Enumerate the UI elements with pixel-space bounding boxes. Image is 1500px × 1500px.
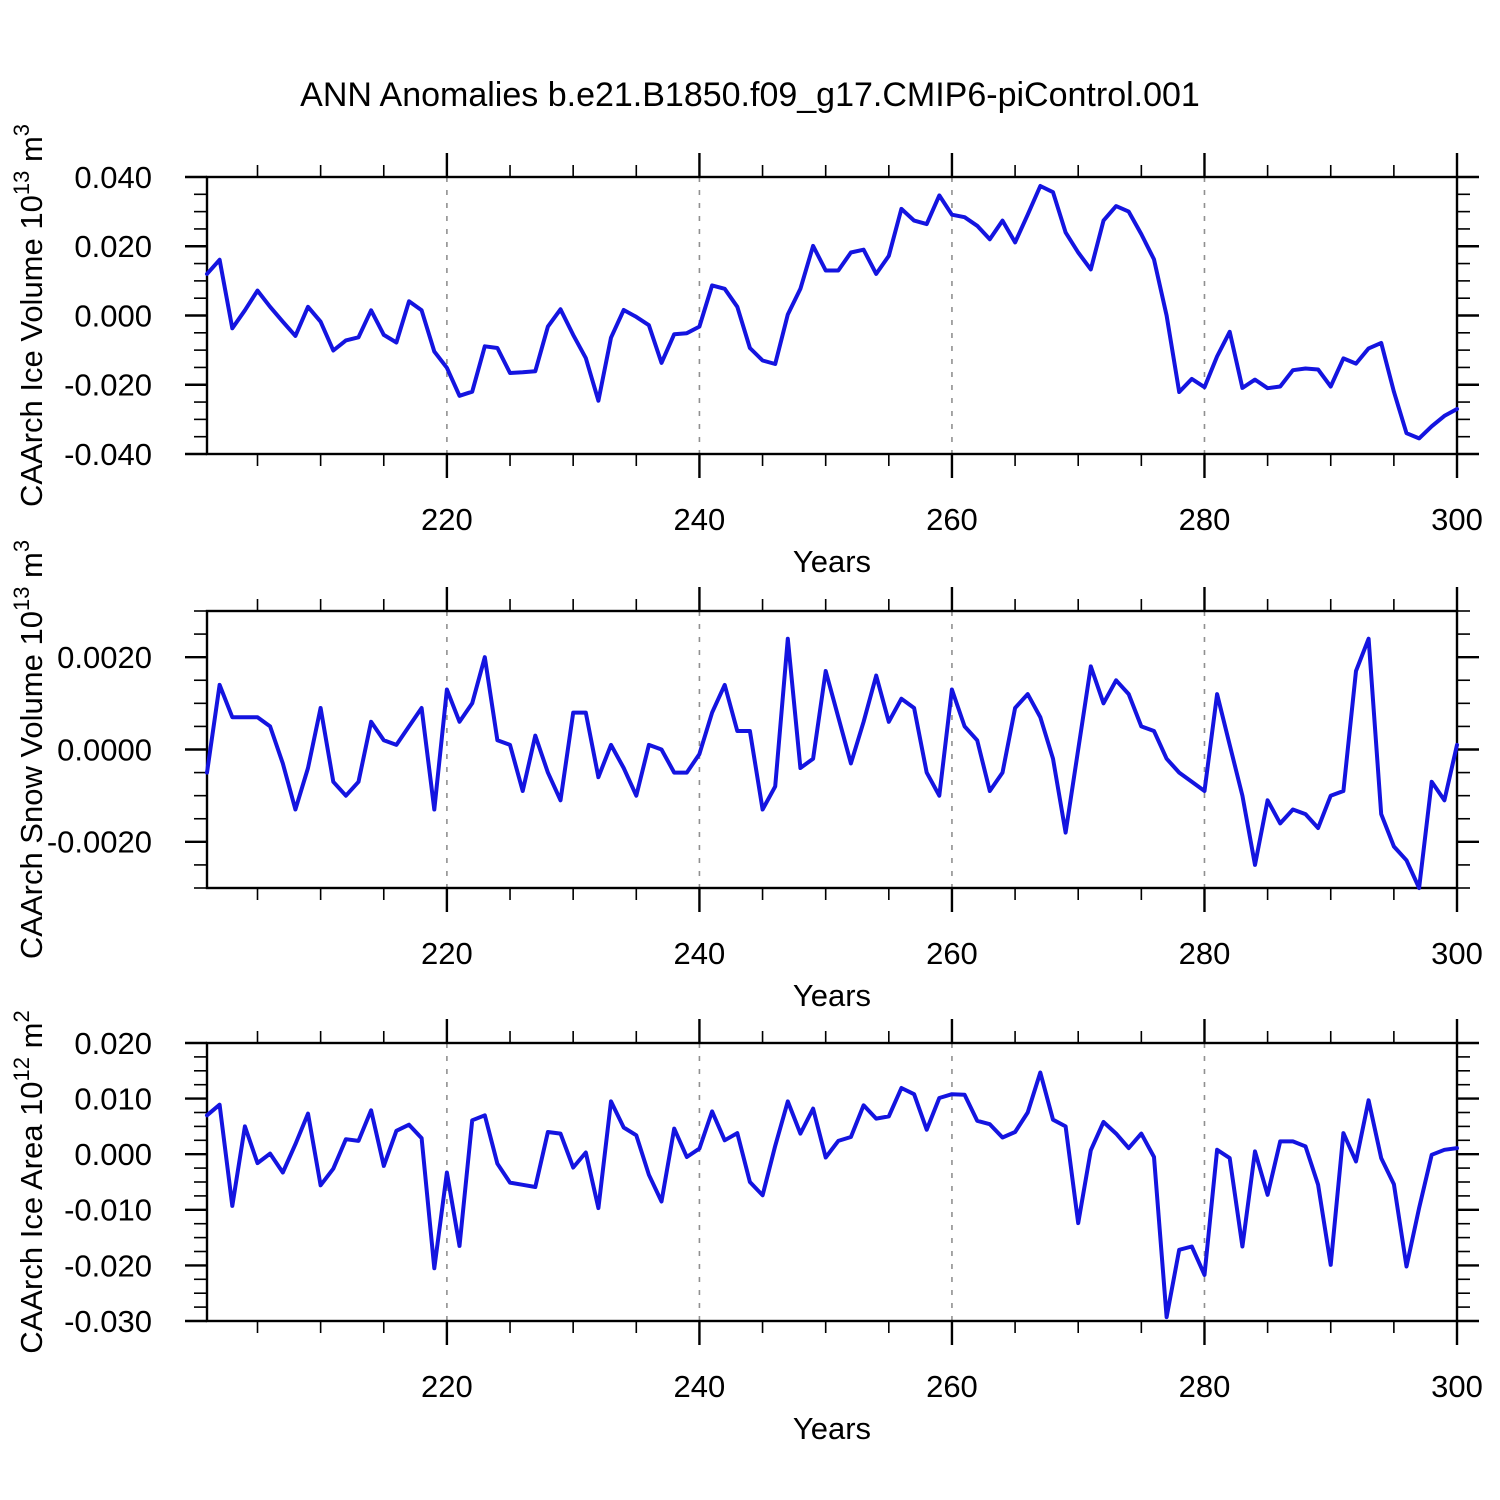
x-tick-label: 240	[674, 1369, 726, 1404]
figure-title: ANN Anomalies b.e21.B1850.f09_g17.CMIP6-…	[300, 76, 1200, 114]
x-tick-label: 220	[421, 502, 473, 537]
y-tick-label: -0.020	[64, 368, 152, 403]
x-tick-label: 240	[674, 936, 726, 971]
y-tick-label: -0.030	[64, 1304, 152, 1339]
x-tick-label: 280	[1179, 1369, 1231, 1404]
x-tick-label: 280	[1179, 936, 1231, 971]
y-tick-label: -0.0020	[47, 825, 152, 860]
plot-frame	[205, 175, 1459, 456]
y-tick-label: -0.020	[64, 1248, 152, 1283]
y-tick-label: 0.0020	[57, 640, 152, 675]
y-axis-title: CAArch Snow Volume 1013 m3	[9, 540, 49, 959]
x-tick-label: 260	[926, 936, 978, 971]
y-tick-label: 0.000	[74, 1137, 152, 1172]
x-tick-label: 260	[926, 502, 978, 537]
y-tick-label: 0.010	[74, 1081, 152, 1116]
panel-snow-volume: 220 240 260 280 300 Years -0.0020 0.0000 0.0020C…	[9, 540, 1483, 1013]
x-tick-label: 260	[926, 1369, 978, 1404]
y-tick-label: 0.020	[74, 229, 152, 264]
x-axis-title: Years	[793, 544, 871, 579]
data-line-snow-volume	[205, 636, 1459, 890]
y-axis-title: CAArch Ice Area 1012 m2	[9, 1010, 49, 1353]
x-tick-label: 300	[1431, 502, 1483, 537]
x-tick-label: 220	[421, 1369, 473, 1404]
y-tick-label: -0.040	[64, 437, 152, 472]
x-tick-label: 300	[1431, 936, 1483, 971]
y-tick-label: 0.000	[74, 298, 152, 333]
panel-ice-area: 220 240 260 280 300 Years -0.030 -0.020 -0.010 0.…	[9, 1010, 1483, 1446]
plot-frame	[205, 609, 1459, 890]
x-tick-label: 300	[1431, 1369, 1483, 1404]
y-tick-label: 0.020	[74, 1026, 152, 1061]
data-line-ice-volume	[205, 184, 1459, 441]
x-axis-title: Years	[793, 978, 871, 1013]
x-tick-label: 240	[674, 502, 726, 537]
plot-frame	[205, 1041, 1459, 1323]
panel-ice-volume: 220 240 260 280 300 Years -0.040 -0.020 0.000 0.0…	[9, 124, 1483, 579]
x-axis-title: Years	[793, 1411, 871, 1446]
y-tick-label: 0.0000	[57, 732, 152, 767]
y-tick-label: 0.040	[74, 160, 152, 195]
x-tick-label: 220	[421, 936, 473, 971]
data-line-ice-area	[205, 1070, 1459, 1320]
y-tick-label: -0.010	[64, 1193, 152, 1228]
y-axis-title: CAArch Ice Volume 1013 m3	[9, 124, 49, 507]
x-tick-label: 280	[1179, 502, 1231, 537]
